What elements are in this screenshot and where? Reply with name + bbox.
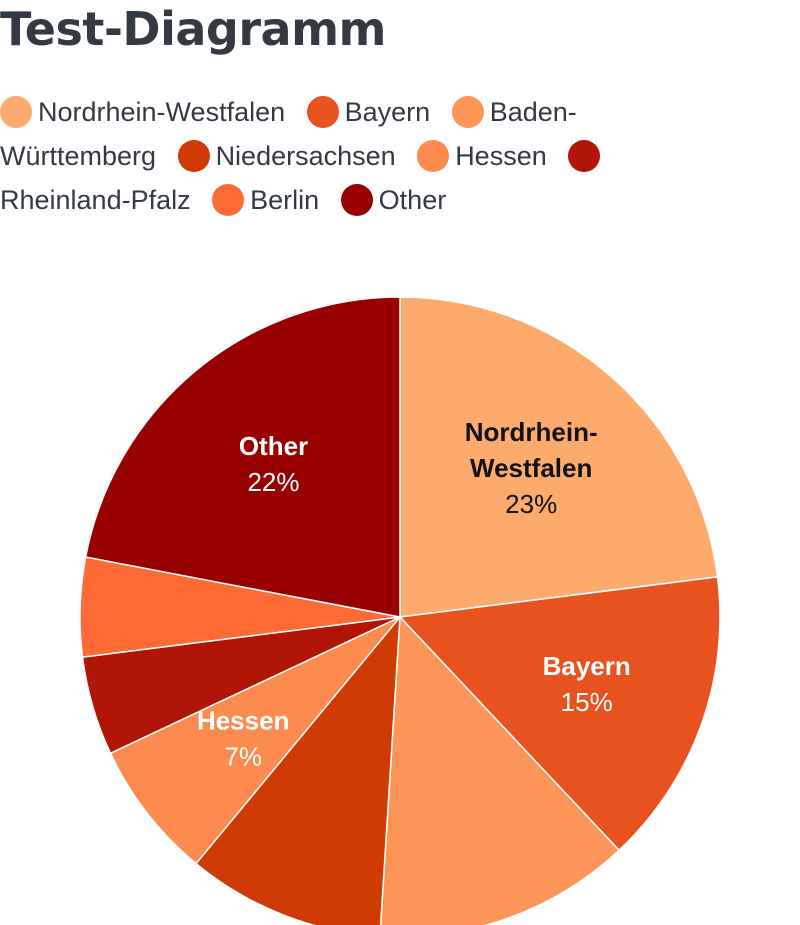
slice-value-label: 22% (247, 467, 299, 497)
legend-swatch (451, 96, 484, 128)
legend-swatch (568, 140, 601, 172)
pie-slice[interactable] (398, 576, 721, 852)
legend-swatch (340, 184, 373, 216)
legend-label: Nordrhein-Westfalen (38, 97, 286, 127)
legend-swatch (417, 140, 450, 172)
legend-label: Berlin (250, 185, 320, 215)
slice-name-label: Nordrhein- (465, 417, 598, 447)
legend-item: Baden-Württemberg (0, 96, 577, 171)
pie-slice[interactable] (379, 615, 621, 925)
legend-item: Nordrhein-Westfalen (0, 96, 286, 128)
slice-name-label: Westfalen (470, 453, 592, 483)
slice-name-label: Bayern (543, 651, 631, 681)
slice-name-label: Hessen (197, 706, 290, 736)
legend-swatch (177, 140, 210, 172)
legend-item: Berlin (212, 184, 320, 216)
legend-swatch (0, 96, 32, 128)
legend-label: Niedersachsen (215, 141, 396, 171)
legend-label: Other (378, 185, 447, 215)
legend-item: Hessen (417, 140, 547, 172)
slice-name-label: Other (239, 431, 308, 461)
pie-slice[interactable] (194, 614, 401, 925)
slice-value-label: 23% (505, 489, 557, 519)
pie-slice[interactable] (109, 616, 401, 865)
legend-swatch (212, 184, 245, 216)
legend-label: Baden-Württemberg (0, 97, 577, 171)
legend-item: Rheinland-Pfalz (0, 140, 606, 215)
pie-slice[interactable] (84, 296, 401, 618)
chart-legend: Nordrhein-Westfalen Bayern Baden-Württem… (0, 90, 700, 222)
chart-title: Test-Diagramm (0, 2, 386, 56)
legend-item: Niedersachsen (177, 140, 396, 172)
slice-value-label: 15% (561, 687, 613, 717)
legend-label: Hessen (455, 141, 547, 171)
legend-label: Bayern (344, 97, 431, 127)
legend-item: Other (340, 184, 447, 216)
legend-swatch (306, 96, 339, 128)
slice-value-label: 7% (224, 742, 262, 772)
legend-item: Bayern (306, 96, 431, 128)
pie-slice[interactable] (399, 296, 719, 618)
legend-label: Rheinland-Pfalz (0, 185, 191, 215)
